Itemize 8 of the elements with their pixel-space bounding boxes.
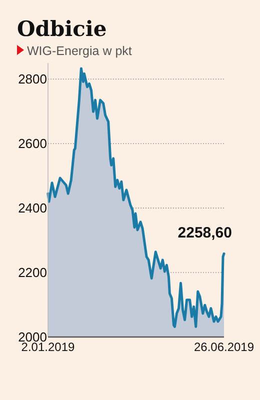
y-tick-label: 2600 — [18, 136, 47, 152]
y-tick-label: 2800 — [18, 72, 47, 87]
annotation: 2258,60 — [178, 224, 232, 242]
y-tick-label: 2400 — [18, 200, 47, 216]
x-tick-label: 26.06.2019 — [194, 340, 254, 354]
chart-title: Odbicie — [17, 16, 107, 41]
y-tick-label: 2200 — [18, 265, 47, 280]
chart-subtitle: WIG-Energia w pkt — [27, 44, 132, 58]
